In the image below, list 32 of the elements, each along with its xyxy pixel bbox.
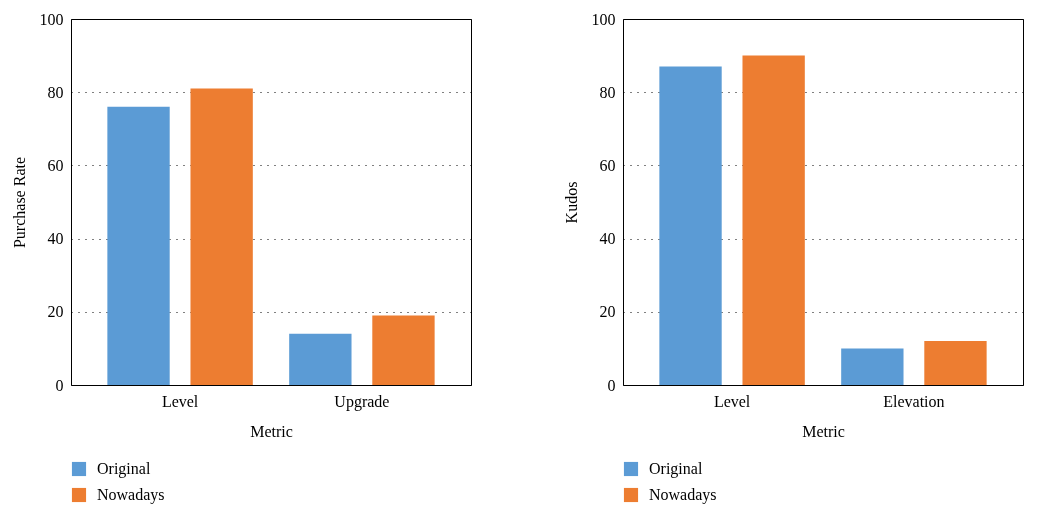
- x-tick-label: Level: [161, 392, 199, 410]
- y-tick-label: 20: [47, 303, 64, 321]
- bar: [841, 348, 904, 385]
- y-tick-label: 80: [47, 83, 64, 101]
- y-tick-label: 100: [39, 10, 64, 28]
- x-axis-title: Metric: [250, 422, 293, 440]
- y-tick-label: 100: [591, 10, 616, 28]
- bar: [190, 88, 253, 385]
- bar: [659, 66, 722, 385]
- y-axis-title: Kudos: [562, 181, 580, 224]
- y-axis-title: Purchase Rate: [10, 156, 28, 249]
- legend-label: Nowadays: [649, 486, 717, 504]
- x-tick-label: Level: [713, 392, 751, 410]
- y-tick-label: 40: [47, 230, 64, 248]
- x-axis-title: Metric: [802, 422, 845, 440]
- y-tick-label: 60: [47, 156, 64, 174]
- y-tick-label: 40: [599, 230, 616, 248]
- legend-label: Nowadays: [97, 486, 165, 504]
- bar: [924, 341, 987, 385]
- y-tick-label: 60: [599, 156, 616, 174]
- y-tick-label: 0: [55, 376, 64, 394]
- y-tick-label: 0: [607, 376, 616, 394]
- bar: [742, 55, 805, 385]
- x-tick-label: Elevation: [883, 392, 945, 410]
- bar: [107, 106, 170, 385]
- bar: [372, 315, 435, 385]
- bar: [289, 333, 352, 385]
- x-tick-label: Upgrade: [334, 392, 390, 411]
- y-tick-label: 80: [599, 83, 616, 101]
- legend-label: Original: [97, 460, 151, 478]
- y-tick-label: 20: [599, 303, 616, 321]
- legend-label: Original: [649, 460, 703, 478]
